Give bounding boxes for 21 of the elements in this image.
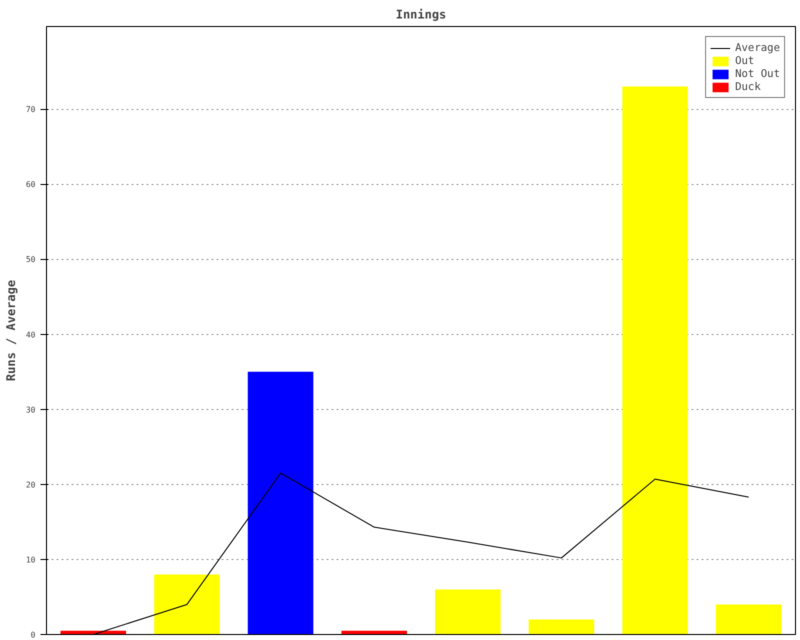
legend-label: Out xyxy=(735,54,756,67)
bar xyxy=(528,619,594,634)
legend-label: Average xyxy=(735,41,780,54)
legend-label: Duck xyxy=(735,80,761,93)
legend-label: Not Out xyxy=(735,67,780,80)
y-tick-label: 30 xyxy=(26,405,36,414)
bar xyxy=(154,574,220,634)
y-tick-label: 40 xyxy=(26,330,36,340)
y-tick-label: 70 xyxy=(26,105,36,114)
y-tick-label: 50 xyxy=(26,255,36,264)
y-tick-label: 60 xyxy=(26,180,36,190)
y-tick-label: 20 xyxy=(26,480,36,490)
bar xyxy=(341,630,407,634)
y-axis-title: Runs / Average xyxy=(4,280,18,382)
bar xyxy=(248,372,314,634)
y-tick-label: 10 xyxy=(26,555,36,564)
bar xyxy=(716,604,782,634)
y-tick-label: 0 xyxy=(30,630,36,640)
chart-title: Innings xyxy=(396,8,446,22)
bar xyxy=(622,86,688,634)
bar xyxy=(435,589,501,634)
